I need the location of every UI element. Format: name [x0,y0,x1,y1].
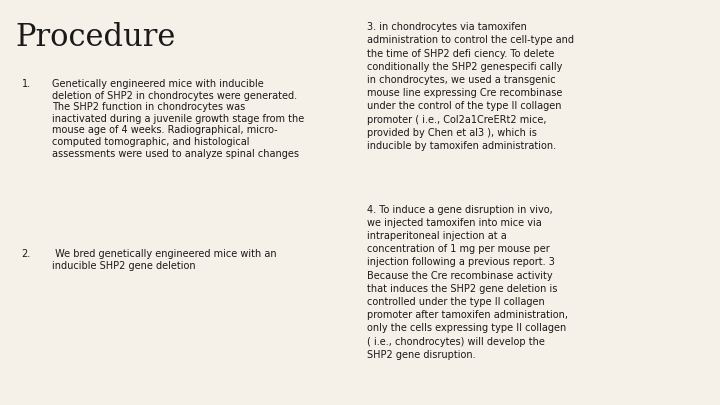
Text: 3. in chondrocytes via tamoxifen
administration to control the cell-type and
the: 3. in chondrocytes via tamoxifen adminis… [367,22,575,151]
Text: We bred genetically engineered mice with an
inducible SHP2 gene deletion: We bred genetically engineered mice with… [52,249,276,271]
Text: 1.: 1. [22,79,31,89]
Text: 2.: 2. [22,249,31,259]
Text: Genetically engineered mice with inducible
deletion of SHP2 in chondrocytes were: Genetically engineered mice with inducib… [52,79,304,159]
Text: Procedure: Procedure [16,22,176,53]
Text: 4. To induce a gene disruption in vivo,
we injected tamoxifen into mice via
intr: 4. To induce a gene disruption in vivo, … [367,205,568,360]
